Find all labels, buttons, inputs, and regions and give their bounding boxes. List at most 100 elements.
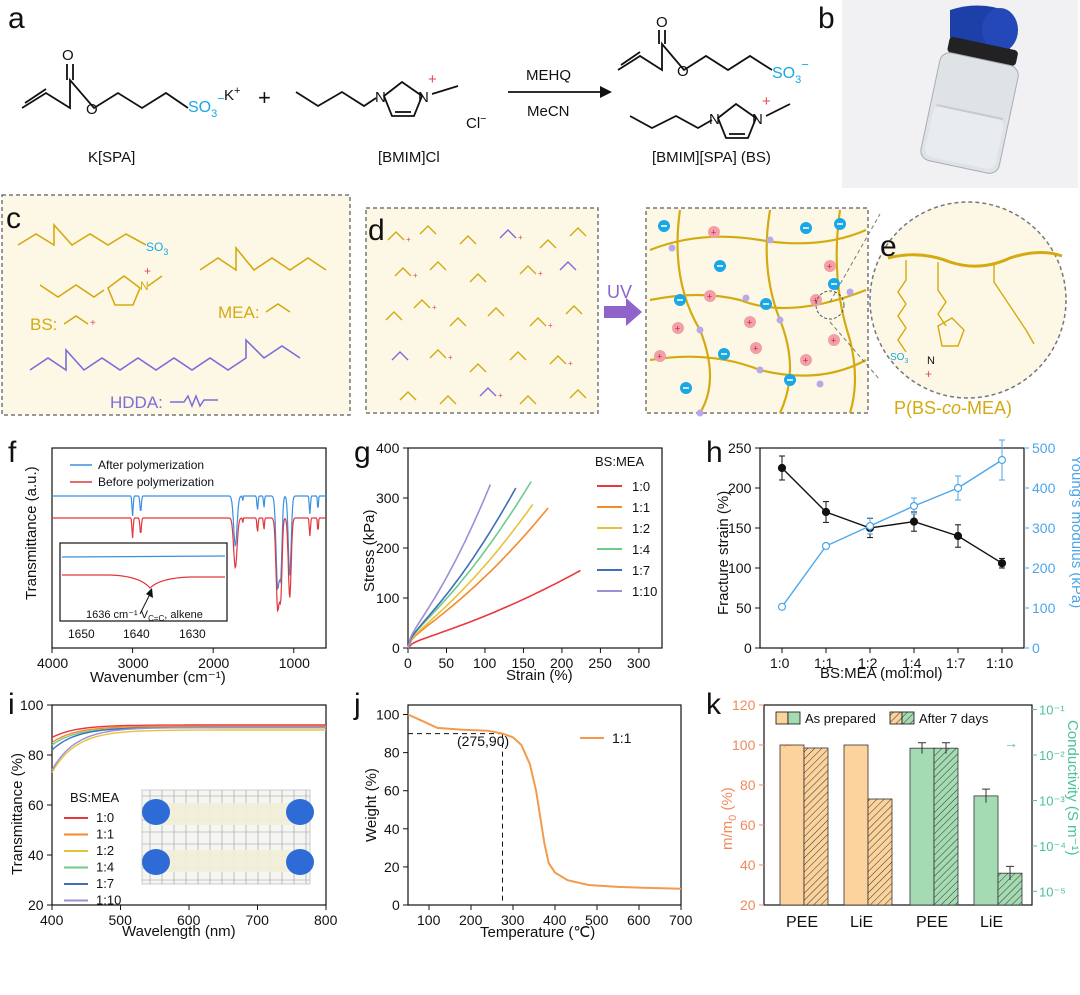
k-legend-7days: After 7 days: [919, 711, 989, 726]
reaction-arrowhead: [600, 86, 612, 98]
f-inset-arrow: [139, 593, 151, 615]
k-bar: [779, 744, 805, 906]
j-ticks: 100 200 300 400 500 600 700 0 20 40 60 80 100: [376, 707, 693, 928]
cation-plus: +: [827, 262, 832, 272]
monomer-icon: [509, 351, 527, 361]
h-point: [953, 483, 963, 493]
h-ytick-right-label: 200: [1032, 560, 1056, 576]
i-series-line: [51, 729, 326, 773]
h-xtick-label: 1:7: [946, 655, 966, 671]
k-xtick-label: PEE: [786, 914, 818, 931]
h-point: [909, 501, 919, 511]
hdda-structure: [29, 338, 301, 372]
cation-plus: +: [657, 352, 662, 362]
k-bar: [867, 798, 893, 906]
monomer-icon: [519, 395, 537, 405]
monomer-charge: +: [432, 303, 437, 312]
zoom-line-top: [829, 213, 881, 303]
g-ticks: 0 50 100 150 200 250 300 0 100 200 300 400: [376, 440, 650, 671]
f-after-polymerization-line: [52, 495, 326, 591]
bs-n: N: [140, 279, 149, 293]
i-legend-title: BS:MEA: [70, 790, 119, 805]
reactant1-label: K[SPA]: [88, 149, 135, 166]
g-series: [407, 481, 581, 649]
h-point: [953, 531, 963, 541]
h-ytick-label: 150: [728, 520, 752, 536]
cation-icon: [828, 334, 840, 346]
k-legend: As prepared After 7 days: [775, 711, 989, 726]
h-ytick-right-label: 0: [1032, 640, 1040, 656]
h-xtick-label: 1:0: [770, 655, 790, 671]
monomer-icon: [413, 299, 431, 309]
crosslink-node: [668, 244, 676, 252]
i-inset-photo: [141, 789, 314, 885]
bmimcl-structure: [295, 80, 459, 117]
f-xlabel: Wavenumber (cm⁻¹): [90, 669, 226, 686]
cation-icon: [708, 226, 720, 238]
h-xtick-label: 1:1: [814, 655, 834, 671]
product-o2: O: [677, 63, 689, 80]
i-xtick-label: 500: [109, 912, 133, 928]
zoom-target: [815, 290, 845, 320]
g-xtick-label: 250: [588, 655, 612, 671]
i-xtick-label: 400: [40, 912, 64, 928]
h-series: [777, 439, 1007, 611]
i-glove-right-2-icon: [286, 849, 314, 875]
j-xlabel: Temperature (℃): [480, 924, 595, 941]
polymer-side-chains: [897, 260, 1035, 353]
j-ytick-label: 80: [384, 745, 400, 761]
uv-label: UV: [607, 282, 632, 302]
panel-label-b: b: [818, 2, 835, 35]
h-series-line: [781, 467, 1003, 564]
j-xtick-label: 200: [459, 912, 483, 928]
vial-icon: [920, 37, 1019, 174]
bs-symbol-plus: +: [90, 318, 96, 329]
g-legend-label: 1:0: [632, 479, 650, 494]
panel-c: c SO3 N + BS: + MEA: HDDA:: [1, 194, 351, 416]
i-legend-label: 1:7: [96, 876, 114, 891]
bmim-n2: N: [418, 89, 429, 106]
j-xtick-label: 500: [585, 912, 609, 928]
g-legend: 1:0 1:1 1:2 1:4 1:7 1:10: [597, 479, 657, 599]
k-ylabel-right: Conductivity (S m⁻¹): [1064, 720, 1080, 855]
k-xtick-label: PEE: [916, 914, 948, 931]
j-ytick-label: 20: [384, 859, 400, 875]
i-xlabel: Wavelength (nm): [122, 923, 236, 940]
j-legend-label: 1:1: [612, 730, 632, 746]
f-inset-before-line: [62, 574, 225, 589]
k-legend-prepared: As prepared: [805, 711, 876, 726]
i-film-2: [158, 850, 298, 872]
i-series-line: [51, 726, 326, 771]
bs-so3: SO3: [146, 240, 168, 257]
cation-plus: +: [813, 296, 818, 306]
cation-icon: [744, 316, 756, 328]
f-inset-tick-1650: 1650: [68, 627, 95, 641]
h-ytick-right-label: 300: [1032, 520, 1056, 536]
g-series-line: [407, 484, 492, 649]
h-ytick-label: 100: [728, 560, 752, 576]
panel-label-c: c: [6, 202, 21, 235]
bmim-n1: N: [375, 89, 386, 106]
bs-monomer-structure: [17, 222, 163, 306]
g-xtick-label: 0: [404, 655, 412, 671]
monomer-icon: [391, 351, 409, 361]
cation-plus: +: [803, 356, 808, 366]
j-ytick-label: 0: [392, 897, 400, 913]
plus-sign: +: [258, 85, 271, 110]
monomer-charge: +: [518, 233, 523, 242]
g-ytick-label: 300: [376, 490, 400, 506]
h-ylabel: Fracture strain (%): [715, 491, 732, 615]
f-axes: [51, 447, 327, 649]
glove-thumb-icon: [982, 8, 1018, 52]
hdda-legend-label: HDDA:: [110, 393, 163, 412]
panel-k: k 20 40 60 80 100 120 10⁻⁵ 10⁻⁴ 10⁻³ 10⁻² 10⁻¹ PEE L…: [706, 688, 1080, 931]
i-series: [51, 724, 326, 773]
monomer-icon: [549, 355, 567, 365]
j-ytick-label: 100: [376, 707, 400, 723]
h-point: [909, 517, 919, 526]
f-legend-before: Before polymerization: [98, 475, 214, 489]
h-ylabel-right: Young's modulus (kPa): [1068, 455, 1080, 608]
monomer-icon: [469, 363, 487, 373]
g-axes: [407, 447, 663, 649]
g-series-line: [407, 504, 534, 649]
